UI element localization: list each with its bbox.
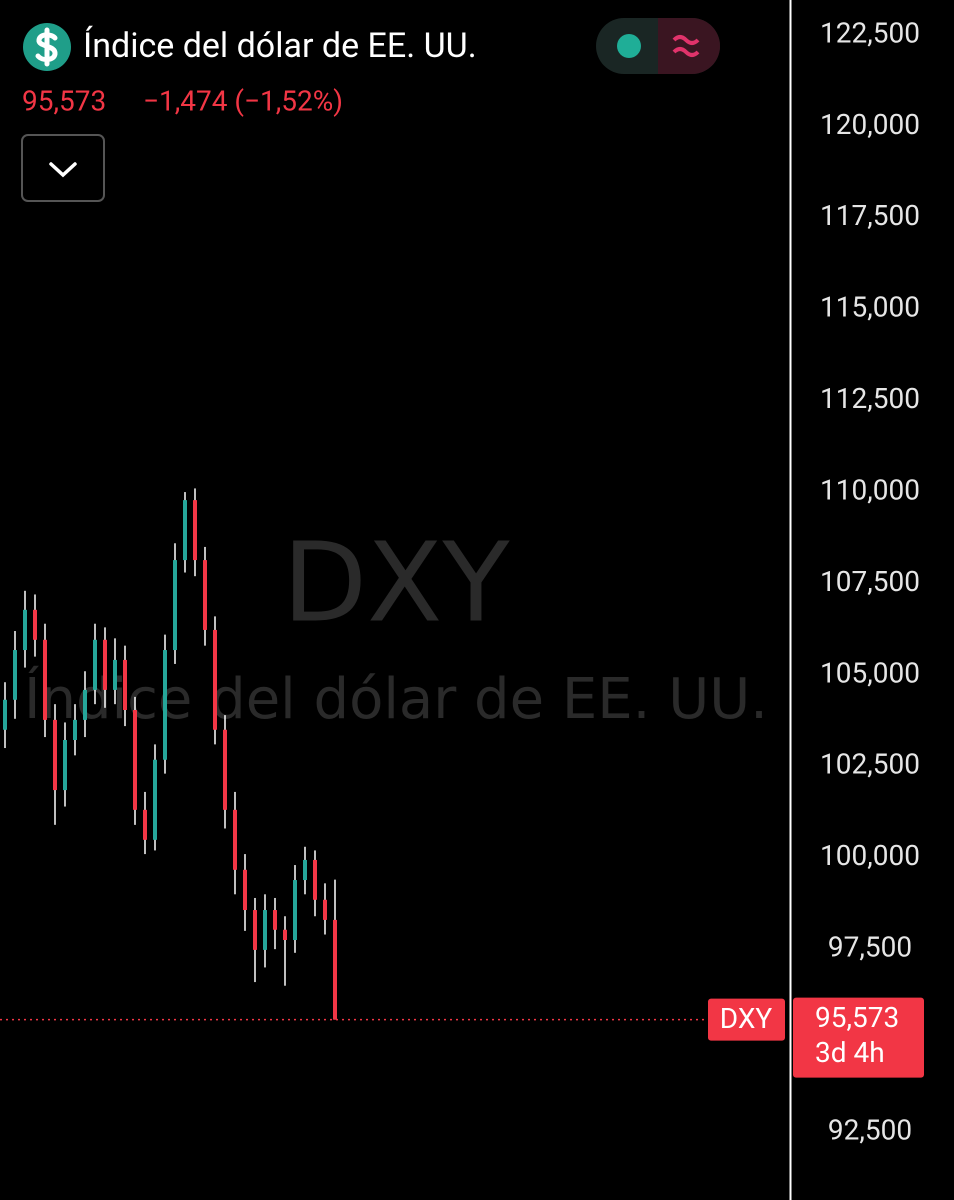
watermark-title: Índice del dólar de EE. UU. xyxy=(24,666,768,732)
y-tick-label: 120,000 xyxy=(820,108,920,141)
candle-body xyxy=(113,659,117,690)
candle-body xyxy=(313,859,317,900)
watermark-symbol: DXY xyxy=(282,518,510,646)
candle-body xyxy=(293,880,297,941)
symbol-tag: DXY xyxy=(720,1002,773,1035)
mode-toggle[interactable] xyxy=(596,18,720,74)
y-tick-label: 92,500 xyxy=(828,1113,912,1146)
candle-body xyxy=(43,639,47,720)
candle-body xyxy=(263,910,267,950)
candle-body xyxy=(333,919,337,1020)
y-tick-label: 117,500 xyxy=(820,199,920,232)
y-tick-label: 115,000 xyxy=(820,291,920,324)
candle-body xyxy=(323,899,327,920)
candle-body xyxy=(203,560,207,630)
expand-box xyxy=(21,134,105,202)
expand-button[interactable] xyxy=(21,134,105,202)
y-tick-label: 105,000 xyxy=(820,656,920,689)
candle-body xyxy=(93,639,97,690)
candle-body xyxy=(303,859,307,881)
candle-body xyxy=(23,609,27,651)
price-tag-bg xyxy=(793,997,924,1078)
price-tag-value: 95,573 xyxy=(815,1001,899,1034)
candle-body xyxy=(143,809,147,840)
candle-body xyxy=(63,739,67,791)
price-change: −1,474 (−1,52%) xyxy=(143,84,343,117)
y-tick-label: 112,500 xyxy=(820,382,920,415)
candle-body xyxy=(73,719,77,740)
y-tick-label: 97,500 xyxy=(828,931,912,964)
candle-body xyxy=(33,609,37,640)
candle-body xyxy=(173,560,177,651)
candle-body xyxy=(193,500,197,561)
instrument-title[interactable]: Índice del dólar de EE. UU. xyxy=(83,26,477,66)
candle-body xyxy=(273,910,277,930)
symbol-tag-bg xyxy=(708,998,785,1041)
last-price: 95,573 xyxy=(22,84,106,117)
y-tick-label: 102,500 xyxy=(820,748,920,781)
candle-body xyxy=(243,869,247,911)
candle-body xyxy=(233,809,237,870)
candle-body xyxy=(283,929,287,941)
y-tick-label: 100,000 xyxy=(820,839,920,872)
y-tick-label: 107,500 xyxy=(820,565,920,598)
candle-body xyxy=(133,710,137,810)
candle-body xyxy=(83,689,87,720)
y-tick-label: 122,500 xyxy=(820,16,920,49)
candle-body xyxy=(163,650,167,760)
dollar-glyph xyxy=(35,27,58,67)
candle-body xyxy=(223,729,227,810)
candle-body xyxy=(3,699,7,730)
chevron xyxy=(49,162,77,178)
toggle-active xyxy=(658,18,720,74)
candle-body xyxy=(123,659,127,711)
candle-body xyxy=(183,500,187,561)
candle-body xyxy=(213,629,217,730)
toggle-dot xyxy=(617,34,641,58)
y-tick-label: 110,000 xyxy=(820,473,920,506)
price-tag-countdown: 3d 4h xyxy=(815,1036,885,1069)
price-axis: 92,500 97,500 100,000 102,500 105,000 107,500… xyxy=(708,16,924,1146)
candle-body xyxy=(153,759,157,840)
candle-body xyxy=(103,639,107,690)
candle-body xyxy=(253,910,257,950)
toggle-wave xyxy=(672,35,700,57)
plot-area xyxy=(0,488,706,1021)
candle-body xyxy=(53,719,57,791)
candle-body xyxy=(13,650,17,700)
